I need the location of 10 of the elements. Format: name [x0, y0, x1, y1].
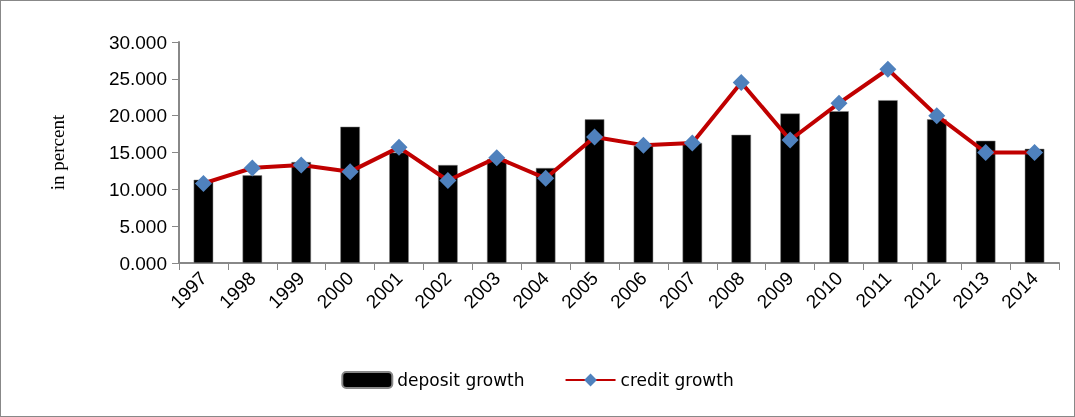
- y-tick-label: 25.000: [108, 68, 167, 90]
- legend-label: credit growth: [620, 370, 734, 390]
- y-tick-label: 15.000: [108, 142, 167, 163]
- y-tick-label: 5.000: [119, 215, 167, 237]
- legend-label: deposit growth: [397, 370, 525, 390]
- y-tick-label: 0.000: [119, 252, 167, 274]
- y-tick-label: 30.000: [108, 31, 167, 53]
- y-axis-title: in percent: [47, 114, 68, 191]
- y-tick-label: 10.000: [108, 178, 167, 200]
- y-tick-label: 20.000: [108, 105, 167, 127]
